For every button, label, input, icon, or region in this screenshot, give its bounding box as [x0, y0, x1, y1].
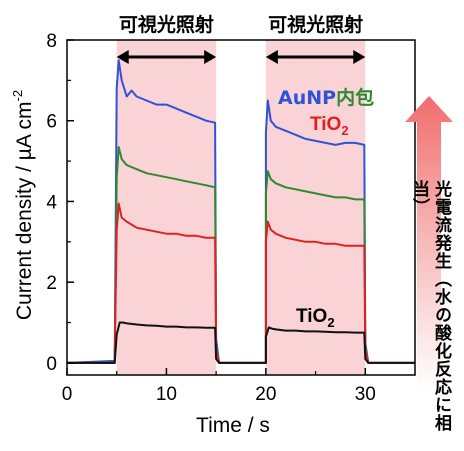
annotation-tio2-black: TiO2 [296, 306, 335, 330]
x-axis-label: Time / s [196, 414, 270, 437]
annotation-tio2-red: TiO2 [310, 114, 349, 138]
y-tick-label: 0 [46, 354, 57, 375]
annotation-tio2-black-text: TiO [296, 306, 327, 327]
light-on-label-1: 可視光照射 [119, 13, 214, 36]
x-tick-label: 20 [255, 384, 276, 405]
light-on-arrows [116, 50, 366, 64]
side-arrow-text: 光電流発生（水の酸化反応に相当） [409, 180, 451, 432]
series-line-4 [67, 321, 415, 364]
light-on-label-2: 可視光照射 [268, 13, 363, 36]
side-arrow [405, 96, 453, 390]
annotation-inclusion-text: 内包 [336, 86, 374, 109]
light-arrow-head-left-2 [265, 50, 278, 64]
series-layer [66, 59, 415, 364]
axis-ticks: 0 10 20 30 0 2 4 6 8 [46, 31, 375, 405]
y-tick-label: 8 [46, 31, 57, 52]
y-axis-label-superscript: -2 [10, 90, 25, 102]
annotation-tio2-black-sub: 2 [327, 315, 334, 330]
annotation-tio2-red-sub: 2 [341, 123, 348, 138]
x-tick-label: 0 [62, 384, 73, 405]
x-tick-label: 10 [156, 384, 177, 405]
annotation-tio2-red-text: TiO [310, 114, 341, 135]
y-axis-label: Current density / µA cm-2 [10, 90, 36, 320]
plot-frame [66, 39, 416, 376]
light-arrow-head-right-2 [353, 50, 366, 64]
illumination-band-2 [265, 40, 366, 375]
illumination-shading [116, 40, 366, 375]
y-tick-label: 2 [46, 273, 57, 294]
light-arrow-head-right-1 [204, 50, 217, 64]
light-on-labels: 可視光照射 可視光照射 [119, 13, 363, 36]
x-tick-label: 30 [355, 384, 376, 405]
y-tick-label: 4 [46, 192, 57, 213]
annotation-aunp-text: AuNP [278, 87, 336, 109]
illumination-band-1 [116, 40, 217, 375]
y-axis-label-group: Current density / µA cm-2 [10, 90, 36, 320]
y-axis-label-text: Current density / µA cm [13, 101, 36, 320]
annotation-aunp-inclusion: AuNP内包 [278, 86, 374, 109]
y-tick-label: 6 [46, 112, 57, 133]
light-arrow-head-left-1 [116, 50, 129, 64]
